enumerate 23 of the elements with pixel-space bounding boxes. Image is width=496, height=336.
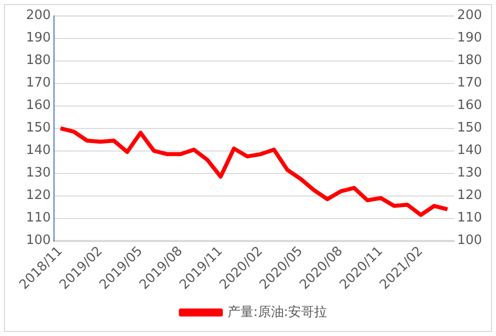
y-tick-label: 100 (26, 233, 51, 248)
y-tick-label: 170 (26, 76, 51, 91)
y-tick-label: 180 (26, 53, 51, 68)
y-tick-label: 110 (26, 210, 51, 226)
y2-tick-label: 100 (457, 233, 482, 248)
y2-tick-label: 190 (457, 30, 482, 46)
y-tick-label: 190 (26, 30, 51, 46)
y2-tick-label: 150 (457, 120, 482, 136)
y2-tick-label: 140 (457, 143, 482, 158)
y2-tick-label: 200 (457, 8, 482, 24)
y2-tick-label: 130 (457, 166, 482, 181)
legend-label: 产量:原油:安哥拉 (227, 304, 328, 320)
y2-tick-label: 160 (457, 98, 482, 114)
y-tick-label: 200 (26, 8, 51, 24)
y-tick-label: 150 (26, 120, 51, 136)
y2-tick-label: 180 (457, 53, 482, 68)
y-tick-label: 120 (26, 188, 51, 204)
y2-tick-label: 120 (457, 188, 482, 204)
y2-tick-label: 110 (457, 210, 482, 226)
y-tick-label: 160 (26, 98, 51, 114)
y2-tick-label: 170 (457, 76, 482, 91)
y-tick-label: 130 (26, 166, 51, 181)
y-tick-label: 140 (26, 143, 51, 158)
